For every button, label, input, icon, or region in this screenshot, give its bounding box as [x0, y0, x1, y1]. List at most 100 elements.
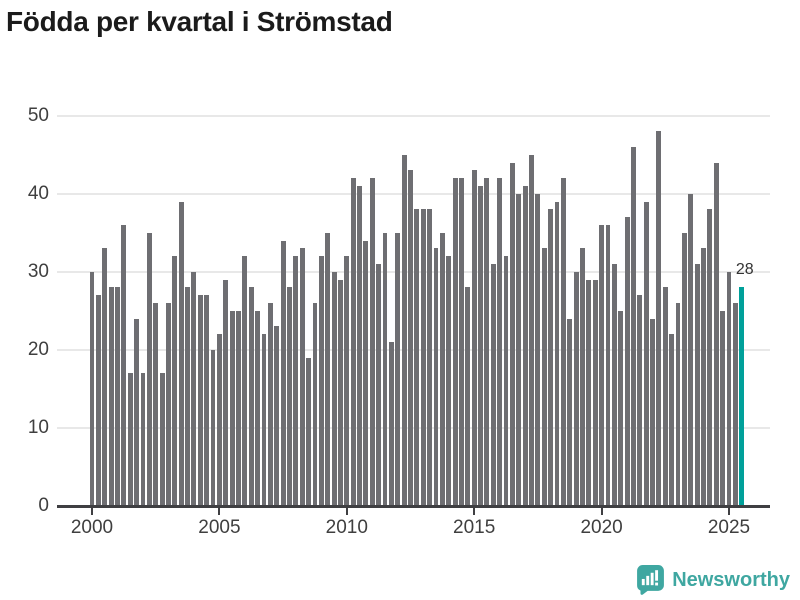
bar-quarter [115, 287, 120, 506]
gridline [57, 348, 770, 351]
y-tick-label: 30 [27, 260, 49, 282]
gridline [57, 114, 770, 117]
bar-quarter [471, 170, 477, 506]
bar-quarter [631, 146, 636, 506]
x-tick-label: 2005 [198, 517, 241, 538]
bar-quarter [732, 303, 738, 506]
bar-quarter [420, 209, 426, 506]
bar-quarter [127, 373, 133, 506]
bar-quarter [318, 256, 324, 506]
bar-quarter [306, 357, 312, 506]
bar-quarter [739, 287, 745, 506]
bar-quarter [669, 334, 675, 506]
bar-quarter [261, 334, 267, 506]
bar-quarter [344, 256, 350, 506]
gridline [57, 426, 770, 429]
bar-quarter [541, 248, 547, 506]
bar-quarter [255, 310, 261, 506]
bar-quarter [210, 349, 216, 506]
bar-quarter [452, 178, 458, 506]
x-tick [728, 508, 730, 515]
bar-quarter [248, 287, 254, 506]
bar-quarter [694, 264, 700, 506]
bar-quarter [331, 271, 337, 506]
bar-quarter [146, 232, 152, 506]
bar-quarter [376, 264, 382, 506]
bar-quarter [274, 326, 280, 506]
bar-quarter [140, 373, 146, 506]
bar-quarter [611, 264, 617, 506]
bar-quarter [554, 201, 560, 506]
bar-quarter [713, 162, 719, 506]
bar-quarter [427, 209, 433, 506]
bar-quarter [293, 256, 299, 506]
bar-quarter [497, 178, 503, 506]
bar-quarter [108, 287, 114, 506]
bar-quarter [726, 271, 732, 506]
bar-quarter [548, 209, 554, 506]
bar-quarter [159, 373, 165, 506]
bar-quarter [102, 248, 108, 506]
bar-quarter [522, 185, 528, 506]
bar-quarter [197, 295, 203, 506]
x-tick-label: 2010 [325, 517, 368, 538]
bar-quarter [605, 224, 611, 506]
bar-quarter [395, 232, 401, 506]
bar-quarter [560, 178, 566, 506]
bar-quarter [433, 248, 439, 506]
bar-quarter [707, 209, 713, 506]
bar-quarter [490, 264, 496, 506]
bar-quarter [165, 303, 171, 506]
x-tick-label: 2020 [580, 517, 623, 538]
bar-quarter [172, 256, 178, 506]
bar-quarter [401, 154, 407, 506]
bar-quarter [516, 193, 522, 506]
y-tick-label: 40 [27, 182, 49, 204]
bar-quarter [439, 232, 445, 506]
bar-quarter [509, 162, 515, 506]
bar-quarter [662, 287, 668, 506]
bar-quarter [337, 279, 343, 506]
x-tick [473, 508, 476, 515]
bar-quarter [312, 303, 318, 506]
bar-quarter [503, 256, 509, 506]
x-tick-label: 2025 [707, 517, 751, 538]
bar-quarter [675, 303, 681, 506]
bar-quarter [178, 201, 184, 506]
chart-title: Födda per kvartal i Strömstad [6, 6, 393, 37]
bar-quarter [529, 154, 534, 506]
y-tick-label: 0 [38, 495, 49, 516]
bar-quarter [204, 295, 210, 506]
bar-quarter [369, 178, 375, 506]
bar-quarter [580, 248, 585, 506]
bar-quarter [223, 279, 229, 506]
bar-quarter [535, 193, 541, 506]
bar-quarter [643, 201, 649, 506]
bar-quarter [357, 185, 362, 506]
bar-quarter [134, 318, 140, 506]
bar-quarter [567, 318, 573, 506]
bar-quarter [185, 287, 190, 506]
bar-quarter [618, 310, 624, 506]
bar-quarter [720, 310, 726, 506]
x-tick [91, 508, 93, 515]
bar-quarter [287, 287, 292, 506]
brand-name: Newsworthy [672, 568, 790, 591]
bar-quarter [388, 342, 394, 506]
plot-area: 0 10 20 30 40 50 2000 2005 2010 2015 2020 2025 28 [28, 90, 770, 538]
x-tick [345, 508, 348, 515]
bar-quarter [573, 271, 579, 506]
gridline [57, 192, 770, 195]
bar-quarter [637, 295, 643, 506]
y-tick-label: 20 [27, 338, 49, 360]
x-tick [218, 508, 221, 515]
bar-quarter [465, 287, 471, 506]
bar-quarter [191, 271, 197, 506]
bar-quarter [216, 334, 222, 506]
bar-quarter [350, 178, 356, 506]
brand-footer[interactable]: Newsworthy [636, 564, 790, 596]
bar-quarter [280, 240, 286, 506]
bar-quarter [382, 232, 388, 506]
bar-quarter [586, 279, 592, 506]
bar-quarter [229, 310, 235, 506]
